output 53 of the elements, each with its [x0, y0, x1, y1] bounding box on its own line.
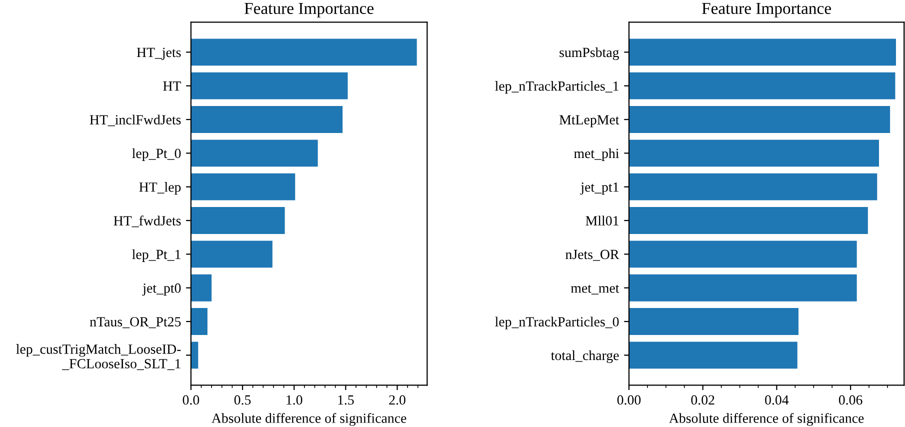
- x-tick-label: 1.5: [338, 395, 354, 405]
- y-tick-label: lep_nTrackParticles_1: [495, 81, 618, 94]
- y-tick-label: HT_fwdJets: [114, 216, 181, 228]
- bar: [190, 106, 343, 133]
- y-tick-label: HT_jets: [136, 48, 181, 60]
- chart-title: Feature Importance: [244, 2, 374, 18]
- y-tick-label: Mll01: [586, 216, 618, 226]
- x-tick-label: 0.0: [182, 395, 200, 405]
- bar: [628, 342, 798, 369]
- y-tick-label: nJets_OR: [566, 250, 620, 261]
- x-tick-label: 0.00: [617, 395, 641, 405]
- y-tick-label: HT: [163, 82, 181, 91]
- bar: [190, 207, 285, 234]
- y-tick-label: HT_inclFwdJets: [90, 114, 181, 126]
- bar: [628, 308, 798, 335]
- x-tick-label: 0.5: [234, 395, 251, 405]
- y-tick-label: nTaus_OR_Pt25: [90, 317, 181, 328]
- y-tick-label: lep_Pt_1: [132, 249, 180, 262]
- y-tick-label: jet_pt1: [580, 182, 618, 195]
- bar: [190, 308, 208, 335]
- bar: [190, 72, 348, 100]
- bar: [190, 274, 212, 302]
- y-tick-label: sumPsbtag: [560, 47, 619, 60]
- x-tick-label: 0.02: [691, 395, 714, 405]
- y-tick-label: lep_Pt_0: [132, 148, 181, 161]
- x-axis-title: Absolute difference of significance: [212, 413, 406, 426]
- x-axis-title: Absolute difference of significance: [669, 413, 864, 426]
- bar: [628, 240, 857, 268]
- x-tick-label: 0.04: [765, 395, 789, 405]
- bar: [628, 38, 896, 66]
- x-tick-label: 1.0: [286, 395, 302, 405]
- y-tick-label: total_charge: [550, 350, 619, 364]
- bar: [190, 342, 198, 369]
- y-tick-label: HT_lep: [139, 182, 181, 195]
- y-tick-label: lep_custTrigMatch_LooseID- _FCLooseIso_SLT_1: [16, 344, 181, 370]
- bar: [190, 173, 296, 200]
- chart-title: Feature Importance: [702, 2, 831, 18]
- y-tick-label: MtLepMet: [559, 115, 620, 128]
- y-tick-label: lep_nTrackParticles_0: [495, 316, 619, 330]
- y-tick-label: met_phi: [574, 148, 619, 161]
- x-tick-label: 0.06: [838, 395, 862, 405]
- bar: [628, 274, 857, 302]
- bar: [190, 140, 318, 167]
- bar: [628, 140, 879, 167]
- bar: [628, 106, 890, 133]
- bar: [190, 240, 272, 268]
- bar: [628, 173, 878, 200]
- bar: [190, 38, 417, 66]
- y-tick-label: jet_pt0: [142, 283, 181, 296]
- bar: [628, 207, 868, 234]
- x-tick-label: 2.0: [389, 395, 406, 405]
- y-tick-label: met_met: [570, 284, 620, 294]
- bar: [628, 72, 896, 100]
